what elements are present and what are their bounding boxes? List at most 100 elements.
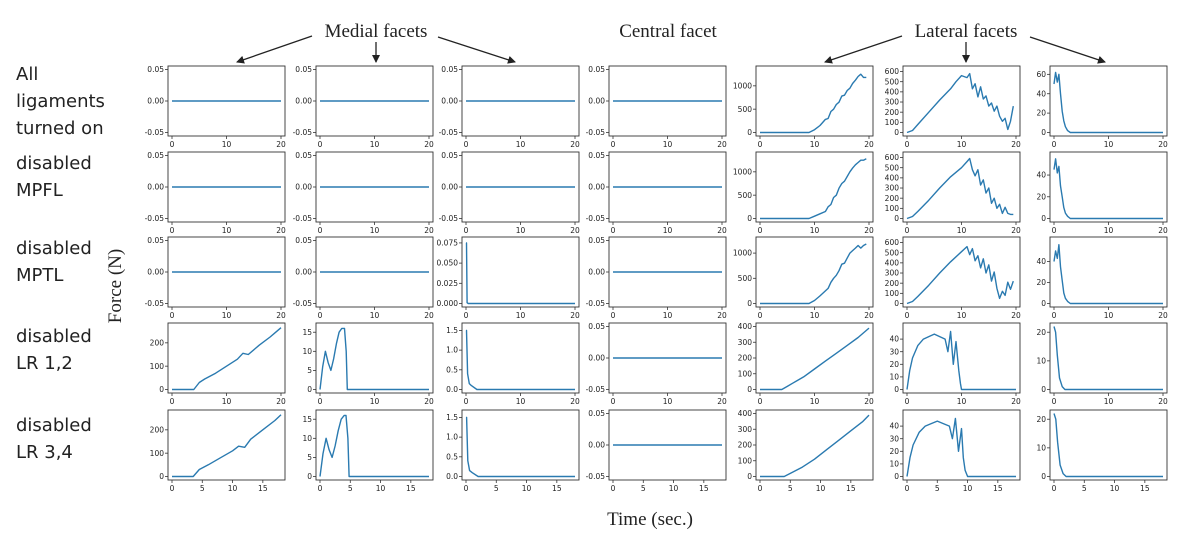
subplot-r4-c2: 0.0 0.5 1.0 1.5 0 5 10 15 <box>446 409 580 493</box>
y-tick-label: 100 <box>885 289 900 298</box>
x-tick-label: 0 <box>170 140 175 149</box>
x-tick-label: 10 <box>663 226 673 235</box>
y-tick-label: 100 <box>885 204 900 213</box>
subplot-r4-c3: -0.05 0.00 0.05 0 5 10 15 <box>586 409 727 493</box>
x-tick-label: 0 <box>611 484 616 493</box>
subplot-r4-c4: 0 100 200 300 400 0 5 10 15 <box>738 409 874 493</box>
y-tick-label: 0 <box>307 385 312 394</box>
subplot-r2-c2: 0.000 0.025 0.050 0.075 0 10 20 <box>437 236 580 320</box>
y-tick-label: 0.0 <box>446 385 458 394</box>
y-tick-label: 20 <box>1036 109 1046 118</box>
y-tick-label: 1000 <box>733 81 752 90</box>
y-tick-label: 0.05 <box>147 236 164 245</box>
x-tick-label: 20 <box>1011 226 1021 235</box>
x-tick-label: 20 <box>864 397 874 406</box>
y-tick-label: 0.025 <box>437 279 459 288</box>
x-tick-label: 10 <box>663 397 673 406</box>
axes-frame <box>167 409 286 481</box>
y-tick-label: 400 <box>885 173 900 182</box>
y-tick-label: 0 <box>747 472 752 481</box>
x-tick-label: 15 <box>699 484 709 493</box>
x-tick-label: 0 <box>905 484 910 493</box>
y-tick-label: -0.05 <box>145 128 165 137</box>
y-tick-label: 100 <box>885 118 900 127</box>
y-tick-label: 40 <box>1036 257 1046 266</box>
axes-frame <box>461 322 580 394</box>
x-tick-label: 10 <box>516 311 526 320</box>
x-tick-label: 10 <box>222 140 232 149</box>
row-label-line: disabled <box>16 238 92 259</box>
subplot-r1-c6: 0 20 40 0 10 20 <box>1036 151 1168 235</box>
x-tick-label: 10 <box>370 311 380 320</box>
x-tick-label: 0 <box>1052 140 1057 149</box>
y-tick-label: 0 <box>894 214 899 223</box>
series-line <box>465 329 575 391</box>
series-line <box>906 157 1014 220</box>
header-medial-facets: Medial facets <box>325 21 428 42</box>
x-tick-label: 10 <box>222 226 232 235</box>
x-tick-label: 20 <box>1011 397 1021 406</box>
row-label-line: LR 1,2 <box>16 353 73 374</box>
y-tick-label: 500 <box>885 77 900 86</box>
series-line <box>906 245 1014 305</box>
axes-frame <box>755 65 874 137</box>
y-tick-label: 1.0 <box>446 346 458 355</box>
series-line <box>465 416 575 478</box>
y-tick-label: 0 <box>747 385 752 394</box>
row-label-line: All <box>16 64 38 85</box>
x-tick-label: 10 <box>810 311 820 320</box>
arrow-lateral-right <box>1029 36 1106 64</box>
y-tick-label: 0.00 <box>588 354 605 363</box>
x-tick-label: 0 <box>1052 311 1057 320</box>
y-tick-label: 0 <box>1041 472 1046 481</box>
x-tick-label: 0 <box>318 140 323 149</box>
series-line <box>1053 243 1163 305</box>
x-tick-label: 0 <box>611 311 616 320</box>
y-tick-label: 0.0 <box>446 472 458 481</box>
x-tick-label: 10 <box>370 226 380 235</box>
row-label-all-ligaments: All ligaments turned on <box>16 64 105 139</box>
y-tick-label: 0 <box>894 472 899 481</box>
y-tick-label: 300 <box>885 98 900 107</box>
arrow-medial-left <box>236 35 313 64</box>
subplot-r3-c4: 0 100 200 300 400 0 10 20 <box>738 322 874 406</box>
x-tick-label: 0 <box>758 226 763 235</box>
x-tick-label: 10 <box>810 397 820 406</box>
y-tick-label: 200 <box>885 194 900 203</box>
y-tick-label: -0.05 <box>439 128 459 137</box>
x-tick-label: 10 <box>810 226 820 235</box>
y-tick-label: 40 <box>889 422 899 431</box>
subplot-r4-c0: 0 100 200 0 5 10 15 <box>150 409 286 493</box>
x-tick-label: 20 <box>276 397 286 406</box>
y-tick-label: 100 <box>150 362 165 371</box>
x-tick-label: 10 <box>522 484 532 493</box>
y-tick-label: 0 <box>747 128 752 137</box>
x-tick-label: 10 <box>957 397 967 406</box>
y-tick-label: 0 <box>159 385 164 394</box>
y-tick-label: -0.05 <box>439 214 459 223</box>
x-tick-label: 15 <box>406 484 416 493</box>
y-tick-label: 0.00 <box>588 183 605 192</box>
series-line <box>319 414 429 478</box>
y-tick-label: 0.000 <box>437 299 459 308</box>
series-line <box>760 243 867 305</box>
y-tick-label: -0.05 <box>586 385 606 394</box>
x-tick-label: 20 <box>717 397 727 406</box>
subplot-r0-c0: -0.05 0.00 0.05 0 10 20 <box>145 65 286 149</box>
y-tick-label: -0.05 <box>586 128 606 137</box>
x-tick-label: 10 <box>370 397 380 406</box>
x-tick-label: 5 <box>1082 484 1087 493</box>
x-tick-label: 20 <box>424 397 434 406</box>
row-label-line: LR 3,4 <box>16 442 73 463</box>
x-tick-label: 5 <box>788 484 793 493</box>
subplot-r3-c1: 0 5 10 15 0 10 20 <box>302 322 434 406</box>
x-tick-label: 5 <box>494 484 499 493</box>
x-tick-label: 10 <box>222 311 232 320</box>
x-tick-label: 10 <box>516 397 526 406</box>
y-tick-label: 5 <box>307 453 312 462</box>
x-tick-label: 10 <box>957 140 967 149</box>
x-tick-label: 20 <box>276 311 286 320</box>
y-tick-label: 10 <box>1036 356 1046 365</box>
